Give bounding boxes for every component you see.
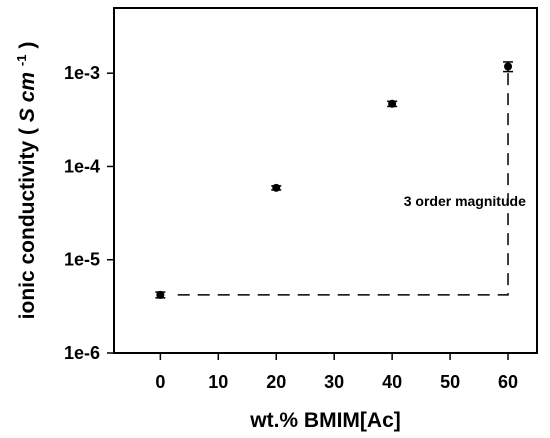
y-axis-title-text: ionic conductivity	[16, 141, 39, 320]
y-axis-title-open-paren: (	[16, 128, 39, 135]
x-tick-label: 50	[440, 372, 460, 392]
y-tick-label: 1e-4	[64, 156, 100, 176]
x-tick-label: 0	[155, 372, 165, 392]
data-point	[156, 290, 165, 299]
x-tick-label: 60	[498, 372, 518, 392]
x-tick-label: 40	[382, 372, 402, 392]
data-point	[272, 183, 281, 192]
data-point	[388, 99, 397, 108]
dashed-guide-line	[177, 71, 509, 296]
y-axis-title: ionic conductivity ( S cm -1 )	[8, 42, 39, 320]
x-axis: 0 10 20 30 40 50 60	[155, 353, 518, 392]
x-tick-label: 10	[208, 372, 228, 392]
x-axis-title: wt.% BMIM[Ac]	[249, 409, 401, 432]
y-axis-title-unit-exponent: -1	[14, 55, 29, 67]
x-tick-label: 30	[324, 372, 344, 392]
x-tick-label: 20	[266, 372, 286, 392]
y-tick-label: 1e-3	[64, 63, 100, 83]
y-axis-title-close-paren: )	[16, 42, 39, 49]
y-axis-title-unit-s: S	[16, 108, 39, 122]
y-tick-label: 1e-5	[64, 250, 100, 270]
y-tick-label: 1e-6	[64, 343, 100, 363]
data-point	[504, 62, 513, 71]
data-points	[155, 61, 514, 299]
y-axis: 1e-6 1e-5 1e-4 1e-3	[64, 63, 114, 363]
plot-area-frame	[113, 7, 538, 354]
y-axis-title-unit-cm: cm	[16, 72, 39, 102]
annotation-3-order-magnitude: 3 order magnitude	[404, 193, 526, 209]
